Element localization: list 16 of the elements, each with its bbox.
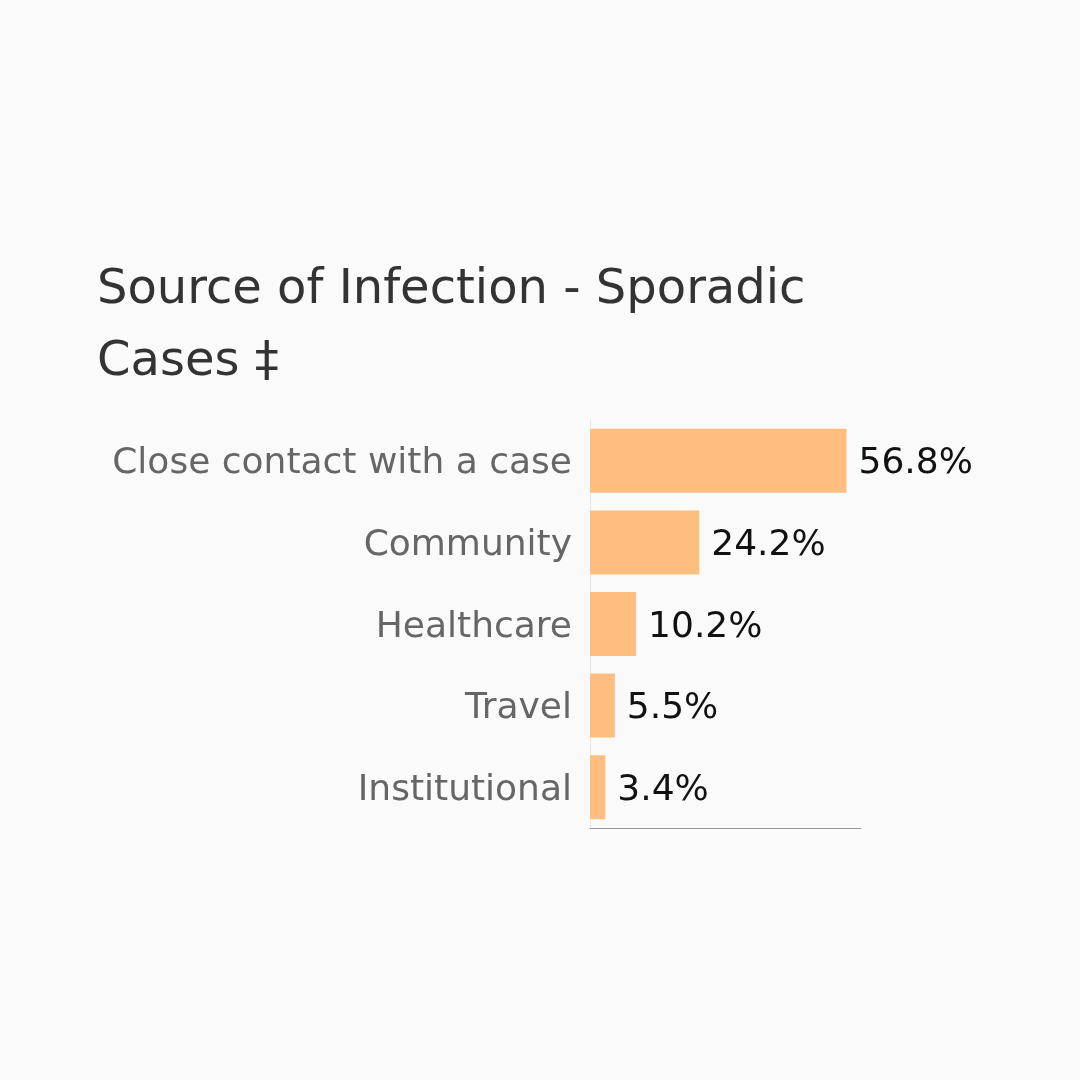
chart-title: Source of Infection - Sporadic Cases ‡ xyxy=(97,258,821,386)
bar xyxy=(590,592,637,656)
data-label: 5.5% xyxy=(626,685,719,727)
y-tick-label: Community xyxy=(363,521,572,563)
bar xyxy=(590,755,606,820)
bar xyxy=(590,510,700,575)
y-tick-label: Travel xyxy=(463,685,572,727)
data-label: 56.8% xyxy=(858,440,973,482)
data-label: 10.2% xyxy=(648,603,763,645)
bar xyxy=(590,428,847,493)
y-tick-label: Close contact with a case xyxy=(112,440,572,482)
data-label: 24.2% xyxy=(711,521,826,563)
y-tick-label: Institutional xyxy=(357,766,572,808)
bar xyxy=(590,673,615,738)
data-label: 3.4% xyxy=(617,766,709,808)
y-tick-label: Healthcare xyxy=(375,603,572,645)
